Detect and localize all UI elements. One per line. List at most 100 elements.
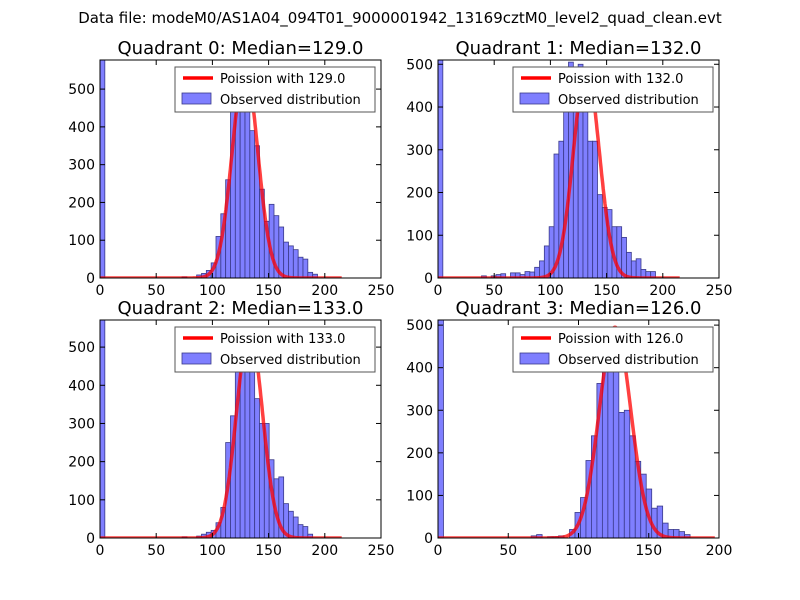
legend: Poission with 132.0 Observed distribution	[512, 66, 714, 113]
y-tick-label: 400	[406, 361, 433, 377]
x-tick-label: 150	[593, 283, 620, 299]
histogram-bar	[244, 354, 251, 538]
histogram-bar	[626, 251, 632, 278]
x-tick-label: 50	[147, 283, 165, 299]
histogram-bar	[438, 320, 444, 538]
histogram-bar	[292, 516, 299, 538]
x-tick-label: 50	[499, 543, 517, 559]
histogram-bar	[630, 260, 637, 278]
histogram-bar	[635, 258, 642, 278]
legend-bar-swatch	[181, 352, 212, 365]
legend: Poission with 133.0 Observed distribution	[174, 326, 376, 373]
y-tick-label: 500	[68, 82, 95, 98]
histogram-bar	[259, 423, 265, 538]
axes-frame	[437, 59, 720, 279]
x-tick-label: 0	[434, 283, 443, 299]
poisson-curve	[438, 66, 681, 278]
x-tick-label: 50	[485, 283, 503, 299]
histogram-bar	[249, 130, 256, 278]
legend-bar-swatch	[519, 352, 550, 365]
axes-frame	[99, 59, 382, 279]
histogram-bar	[618, 411, 625, 538]
y-tick-label: 500	[406, 318, 433, 334]
histogram-bar	[623, 409, 631, 538]
subplot-title: Quadrant 1: Median=132.0	[456, 38, 702, 59]
x-tick-label: 200	[311, 543, 338, 559]
y-tick-label: 0	[424, 271, 433, 287]
histogram-bar	[302, 258, 309, 278]
y-tick-label: 400	[68, 120, 95, 136]
histogram-bar	[582, 93, 589, 278]
subplot-title: Quadrant 3: Median=126.0	[456, 298, 702, 319]
y-tick-label: 500	[406, 57, 433, 73]
x-tick-label: 200	[649, 283, 676, 299]
y-tick-label: 100	[68, 233, 95, 249]
histogram-bar	[297, 524, 304, 538]
x-tick-label: 100	[537, 283, 564, 299]
x-tick-label: 200	[311, 283, 338, 299]
plot-area	[100, 60, 343, 278]
x-tick-label: 250	[368, 543, 395, 559]
histogram-bar	[500, 273, 507, 278]
legend-label-bars: Observed distribution	[558, 93, 699, 108]
y-tick-label: 200	[406, 186, 433, 202]
y-tick-label: 300	[406, 403, 433, 419]
histogram-bar	[438, 60, 444, 278]
y-tick-label: 200	[68, 455, 95, 471]
legend-label-bars: Observed distribution	[558, 353, 699, 368]
figure-suptitle: Data file: modeM0/AS1A04_094T01_90000019…	[78, 9, 722, 27]
legend-label-curve: Poission with 133.0	[220, 332, 345, 347]
legend-label-bars: Observed distribution	[220, 353, 361, 368]
histogram-bar	[283, 241, 289, 278]
histogram-bar	[244, 109, 251, 278]
histogram-bar	[656, 505, 664, 538]
histogram-bar	[288, 510, 294, 538]
y-tick-label: 500	[68, 340, 95, 356]
subplot-quadrant-1: 0 50 100 150 200 250 0 100 200 300 400 500 Quadrant …	[406, 38, 732, 299]
x-tick-label: 100	[199, 283, 226, 299]
y-tick-label: 300	[406, 143, 433, 159]
y-tick-label: 200	[406, 446, 433, 462]
subplot-title: Quadrant 2: Median=133.0	[118, 298, 364, 319]
y-tick-label: 0	[86, 271, 95, 287]
legend-bar-swatch	[519, 92, 550, 105]
y-tick-label: 300	[68, 416, 95, 432]
histogram-bar	[100, 60, 106, 278]
legend-label-curve: Poission with 129.0	[220, 72, 345, 87]
subplot-title: Quadrant 0: Median=129.0	[118, 38, 364, 59]
histogram-bar	[234, 111, 241, 278]
plot-area	[438, 60, 681, 278]
histogram-bar	[100, 320, 106, 538]
legend: Poission with 129.0 Observed distribution	[174, 66, 376, 113]
poisson-curve	[100, 66, 343, 278]
subplot-quadrant-3: 0 50 100 150 200 0 100 200 300 400 500 Quadrant 3: …	[406, 298, 732, 559]
legend-box	[174, 326, 376, 373]
legend-box	[512, 326, 714, 373]
y-tick-label: 400	[406, 100, 433, 116]
y-tick-label: 100	[68, 493, 95, 509]
histogram-bar	[292, 249, 299, 278]
x-tick-label: 100	[199, 543, 226, 559]
x-tick-label: 150	[635, 543, 662, 559]
y-tick-label: 100	[406, 488, 433, 504]
y-tick-label: 0	[424, 531, 433, 547]
legend-box	[512, 66, 714, 113]
legend-box	[174, 66, 376, 113]
histogram-bar	[288, 245, 294, 278]
y-tick-label: 100	[406, 228, 433, 244]
plot-area	[100, 320, 343, 538]
subplot-quadrant-0: 0 50 100 150 200 250 0 100 200 300 400 500 Quadrant …	[68, 38, 394, 299]
histogram-bar	[597, 194, 603, 278]
x-tick-label: 0	[434, 543, 443, 559]
x-tick-label: 0	[96, 283, 105, 299]
histogram-bar	[249, 358, 256, 538]
histogram-bar	[297, 256, 304, 278]
histogram-bar	[563, 85, 569, 278]
x-tick-label: 100	[565, 543, 592, 559]
y-tick-label: 300	[68, 158, 95, 174]
histogram-bar	[592, 140, 598, 278]
legend-bar-swatch	[181, 92, 212, 105]
x-tick-label: 200	[706, 543, 733, 559]
